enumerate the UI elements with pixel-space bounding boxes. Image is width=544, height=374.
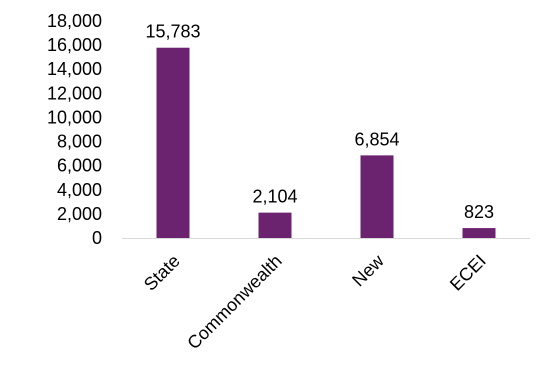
category-label-state: State <box>140 251 184 295</box>
data-labels-group: 15,783 2,104 6,854 823 <box>145 22 494 222</box>
category-labels-group: State Commonwealth New ECEI <box>140 250 490 353</box>
data-label-state: 15,783 <box>145 22 200 42</box>
bar-ecei <box>462 228 496 238</box>
y-tick-label: 10,000 <box>47 107 102 127</box>
y-tick-label: 0 <box>92 228 102 248</box>
y-tick-label: 16,000 <box>47 35 102 55</box>
bar-state <box>156 47 190 238</box>
data-label-ecei: 823 <box>464 202 494 222</box>
category-label-new: New <box>348 250 388 290</box>
y-tick-label: 8,000 <box>57 132 102 152</box>
bar-new <box>360 155 394 238</box>
y-tick-label: 12,000 <box>47 83 102 103</box>
y-tick-label: 4,000 <box>57 180 102 200</box>
y-tick-label: 6,000 <box>57 156 102 176</box>
category-label-commonwealth: Commonwealth <box>183 251 286 354</box>
y-tick-label: 18,000 <box>47 11 102 31</box>
category-label-ecei: ECEI <box>446 251 490 295</box>
bar-commonwealth <box>258 212 292 238</box>
y-axis: 0 2,000 4,000 6,000 8,000 10,000 12,000 14,000 1… <box>47 11 102 248</box>
y-tick-label: 2,000 <box>57 204 102 224</box>
data-label-new: 6,854 <box>354 129 399 149</box>
data-label-commonwealth: 2,104 <box>252 187 297 207</box>
bars-group <box>156 47 496 238</box>
y-tick-label: 14,000 <box>47 59 102 79</box>
